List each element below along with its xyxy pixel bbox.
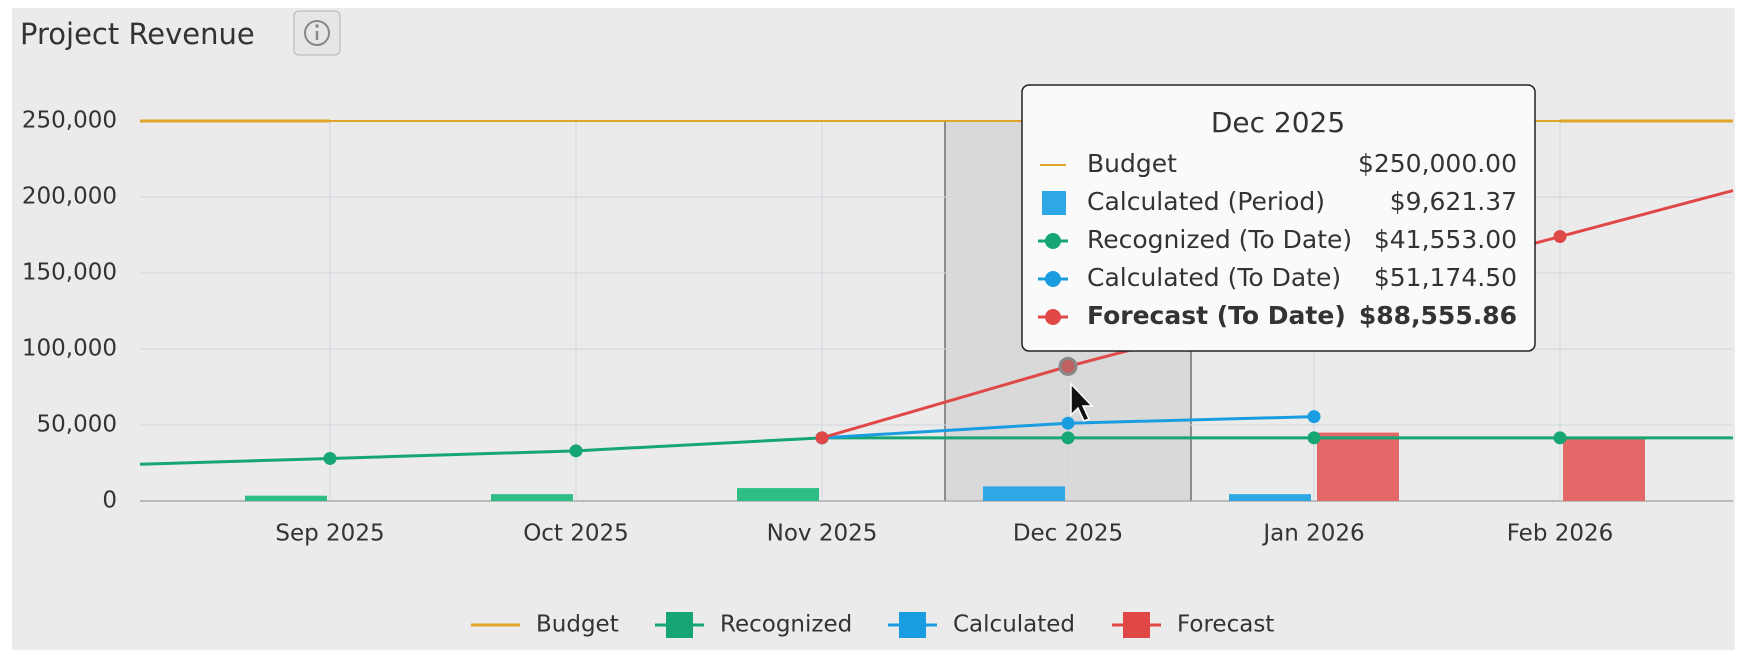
bar bbox=[983, 486, 1065, 501]
point bbox=[1553, 230, 1567, 244]
point bbox=[1307, 431, 1321, 445]
point bbox=[815, 431, 829, 445]
legend-label: Forecast bbox=[1177, 612, 1274, 638]
tooltip-value: $51,174.50 bbox=[1374, 263, 1517, 292]
legend-label: Calculated bbox=[953, 612, 1075, 638]
cursor bbox=[1070, 382, 1094, 422]
point bbox=[1061, 431, 1075, 445]
line-extension bbox=[139, 456, 331, 466]
y-tick-label: 250,000 bbox=[22, 108, 117, 134]
x-tick-label: Feb 2026 bbox=[1507, 521, 1614, 547]
tooltip-label: Budget bbox=[1087, 149, 1177, 178]
bar bbox=[737, 488, 819, 501]
point bbox=[323, 451, 337, 465]
bar bbox=[1229, 494, 1311, 501]
x-tick-label: Dec 2025 bbox=[1013, 521, 1123, 547]
legend-label: Budget bbox=[536, 612, 619, 638]
point bbox=[1307, 410, 1321, 424]
tooltip-label: Calculated (Period) bbox=[1087, 187, 1325, 216]
point bbox=[569, 444, 583, 458]
tooltip-title: Dec 2025 bbox=[1211, 106, 1345, 139]
tooltip-marker bbox=[1045, 271, 1061, 287]
x-tick-label: Jan 2026 bbox=[1261, 521, 1364, 547]
tooltip-value: $88,555.86 bbox=[1359, 301, 1517, 330]
tooltip bbox=[1021, 84, 1536, 352]
y-tick-label: 100,000 bbox=[22, 336, 117, 362]
tooltip-label: Forecast (To Date) bbox=[1087, 301, 1346, 330]
y-tick-label: 50,000 bbox=[37, 412, 117, 438]
bar bbox=[491, 494, 573, 501]
tooltip-label: Recognized (To Date) bbox=[1087, 225, 1352, 254]
tooltip-value: $41,553.00 bbox=[1374, 225, 1517, 254]
legend-swatch bbox=[666, 612, 693, 638]
point bbox=[1061, 416, 1075, 430]
info-button[interactable] bbox=[293, 10, 341, 56]
y-tick-label: 0 bbox=[102, 488, 117, 514]
bar bbox=[245, 495, 327, 501]
bar bbox=[1563, 438, 1645, 501]
legend-swatch bbox=[899, 612, 926, 638]
tooltip-marker bbox=[1045, 233, 1061, 249]
chart-title: Project Revenue bbox=[20, 17, 255, 51]
tooltip-marker bbox=[1045, 309, 1061, 325]
point bbox=[1058, 356, 1078, 376]
x-tick-label: Nov 2025 bbox=[767, 521, 878, 547]
x-tick-label: Oct 2025 bbox=[523, 521, 629, 547]
point bbox=[1553, 431, 1567, 445]
x-tick-label: Sep 2025 bbox=[275, 521, 384, 547]
legend-swatch bbox=[1123, 612, 1150, 638]
y-tick-label: 200,000 bbox=[22, 184, 117, 210]
line-extension bbox=[1559, 189, 1734, 238]
legend-label: Recognized bbox=[720, 612, 852, 638]
tooltip-value: $250,000.00 bbox=[1358, 149, 1517, 178]
tooltip-marker bbox=[1042, 191, 1066, 215]
bar bbox=[1317, 432, 1399, 501]
line bbox=[329, 436, 1560, 460]
tooltip-label: Calculated (To Date) bbox=[1087, 263, 1341, 292]
tooltip-value: $9,621.37 bbox=[1390, 187, 1517, 216]
y-tick-label: 150,000 bbox=[22, 260, 117, 286]
